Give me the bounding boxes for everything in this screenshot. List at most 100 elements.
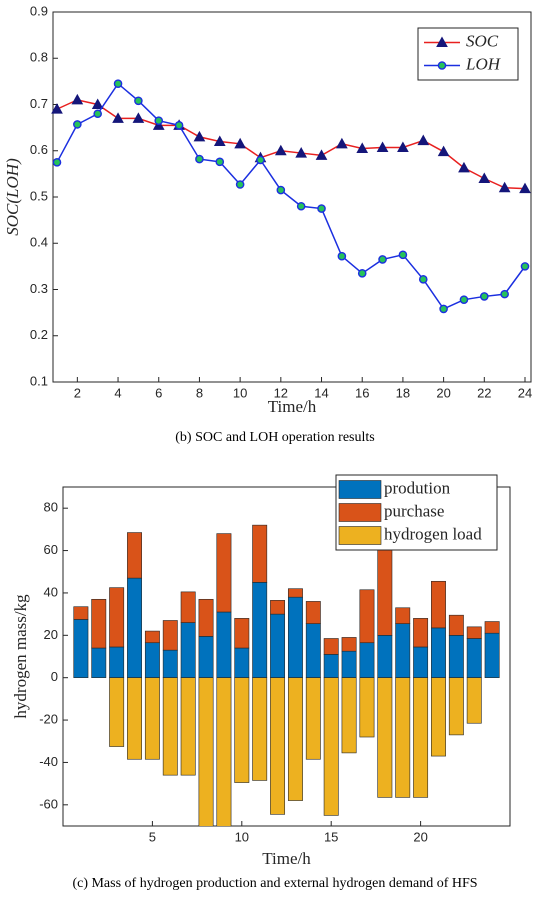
point [295, 147, 308, 158]
x-tick-label: 6 [155, 385, 162, 400]
x-tick-label: 14 [314, 385, 328, 400]
bar-segment [270, 613, 286, 678]
bar-segment [466, 638, 482, 678]
bar-segment [287, 677, 303, 801]
y-tick-label: 0.6 [30, 142, 48, 157]
bar-segment [91, 647, 107, 678]
bar-segment [216, 533, 232, 613]
point [337, 251, 347, 261]
point [235, 180, 245, 189]
bar-segment [162, 620, 178, 651]
bar-segment [234, 647, 250, 678]
y-tick-label: 40 [44, 584, 58, 599]
y-tick-label: 0.4 [30, 235, 48, 250]
legend-swatch [338, 503, 382, 522]
x-tick-label: 20 [413, 829, 427, 844]
bar-segment [234, 618, 250, 649]
bar-segment [127, 677, 142, 760]
point [437, 145, 450, 157]
point [397, 141, 409, 153]
x-axis-label: Time/h [268, 397, 317, 416]
point [256, 155, 265, 165]
x-tick-label: 15 [324, 829, 338, 844]
legend-marker [436, 36, 448, 47]
bar-segment [270, 600, 286, 615]
y-tick-label: -40 [39, 754, 58, 769]
bar-segment [270, 677, 286, 815]
bar-segment [377, 677, 393, 798]
bar-segment [216, 611, 232, 678]
bar-segment [395, 607, 411, 624]
y-tick-label: 80 [44, 500, 58, 515]
point [215, 157, 225, 167]
y-tick-label: 0.1 [30, 373, 48, 388]
x-tick-label: 22 [477, 385, 491, 400]
bar-segment [431, 677, 446, 757]
point [378, 255, 387, 264]
point [71, 93, 84, 105]
bar-segment [341, 650, 357, 678]
legend-label: SOC [466, 31, 499, 50]
x-tick-label: 16 [355, 385, 369, 400]
legend-swatch [338, 526, 382, 545]
point [193, 130, 206, 142]
point [234, 137, 246, 149]
y-tick-label: 20 [44, 627, 58, 642]
caption: (b) SOC and LOH operation results [175, 430, 374, 445]
bar-segment [341, 677, 357, 754]
point [317, 204, 326, 213]
point [458, 161, 470, 173]
bar-segment [180, 622, 196, 678]
x-axis-label: Time/h [262, 849, 311, 868]
bar-segment [448, 635, 464, 678]
point [480, 292, 489, 301]
bar-segment [127, 532, 142, 579]
point [459, 295, 469, 304]
bar-segment [413, 646, 429, 678]
bar-segment [377, 635, 393, 678]
bar-segment [413, 618, 429, 648]
point [134, 96, 143, 106]
bar-segment [431, 580, 446, 629]
point [276, 185, 286, 195]
x-tick-label: 10 [235, 829, 249, 844]
bar-segment [484, 632, 500, 678]
bar-segment [466, 626, 482, 639]
legend-swatch [338, 480, 382, 499]
legend-label: prodution [384, 478, 451, 497]
bar-segment [359, 677, 375, 738]
bar-segment [359, 589, 375, 644]
point [376, 141, 389, 153]
bar-segment [431, 627, 446, 678]
point [213, 135, 226, 146]
x-tick-label: 8 [196, 385, 203, 400]
bar-segment [144, 642, 160, 678]
x-tick-label: 20 [436, 385, 450, 400]
point [174, 121, 184, 130]
x-tick-label: 24 [518, 385, 532, 400]
bar-segment [180, 591, 196, 623]
point [356, 142, 369, 153]
y-tick-label: -60 [39, 796, 58, 811]
bar-segment [73, 606, 89, 620]
bar-segment [127, 577, 142, 678]
legend-label: LOH [465, 54, 502, 73]
y-tick-label: 0.5 [30, 188, 48, 203]
point [398, 250, 408, 260]
point [500, 289, 509, 299]
bar-segment [180, 677, 196, 776]
plot-frame [62, 486, 511, 827]
point [91, 98, 104, 109]
point [296, 201, 306, 211]
point [498, 181, 511, 193]
bar-segment [162, 649, 178, 678]
bar-segment [413, 677, 429, 798]
point [93, 109, 102, 119]
point [418, 275, 428, 284]
bar-segment [91, 598, 107, 649]
bar-segment [395, 623, 411, 678]
bar-segment [484, 621, 500, 634]
point [112, 112, 124, 123]
legend-box [417, 27, 519, 81]
